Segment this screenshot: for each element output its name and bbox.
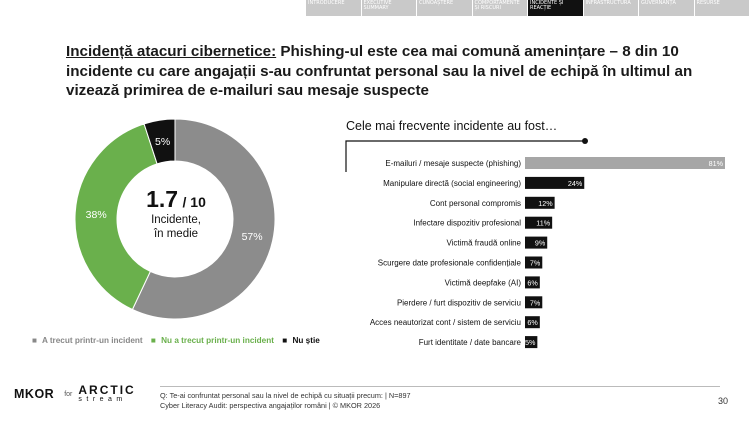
bar-category-label: Infectare dispozitiv profesional (413, 219, 521, 228)
nav-tab-introducere[interactable]: INTRODUCERE (306, 0, 362, 16)
footer-divider (160, 386, 720, 387)
bar-category-label: Pierdere / furt dispozitiv de serviciu (397, 298, 521, 307)
connector-line (345, 140, 585, 172)
donut-slice-label: 5% (155, 136, 170, 148)
bar-category-label: Manipulare directă (social engineering) (383, 179, 521, 188)
bar (525, 316, 540, 329)
page-title-key: Incidență atacuri cibernetice: (66, 43, 277, 60)
legend-marker-black-icon: ■ (282, 336, 288, 345)
nav-tab-comportamente[interactable]: COMPORTAMENTE ȘI RISCURI (472, 0, 528, 16)
bar-category-label: Victimă deepfake (AI) (445, 278, 522, 287)
bar-value-label: 12% (538, 199, 553, 208)
legend-marker-grey-icon: ■ (32, 336, 37, 345)
arctic-stream-logo: ARCTIC stream (78, 383, 136, 403)
bar (525, 336, 538, 349)
donut-slice-label: 38% (86, 209, 107, 221)
bar-category-label: Cont personal compromis (430, 199, 521, 208)
page-title-text: Phishing-ul este cea mai comună amenința… (66, 43, 693, 99)
footer-source: Cyber Literacy Audit: perspectiva angaja… (160, 401, 381, 410)
bar (525, 176, 585, 189)
arctic-logo-text: ARCTIC (78, 383, 136, 397)
page-number: 30 (718, 396, 729, 406)
footer-note: Q: Te-ai confruntat personal sau la nive… (160, 391, 411, 411)
bar (525, 196, 555, 209)
footer-question: Q: Te-ai confruntat personal sau la nive… (160, 391, 411, 400)
bar-value-label: 7% (530, 298, 541, 307)
bar (525, 157, 725, 169)
bar-category-label: Acces neautorizat cont / sistem de servi… (370, 318, 521, 327)
donut-center-label-line2: în medie (153, 227, 199, 240)
bar-value-label: 11% (536, 219, 550, 228)
logo-for-text: for (64, 390, 73, 398)
nav-tab-cunoastere[interactable]: CUNOAȘTERE (417, 0, 473, 16)
footer-logos: MKOR for ARCTIC stream (14, 383, 136, 403)
stream-logo-text: stream (78, 396, 127, 403)
donut-legend: ■ A trecut printr-un incident ■ Nu a tre… (32, 336, 326, 345)
legend-marker-green-icon: ■ (150, 336, 156, 345)
bar-category-label: Scurgere date profesionale confidențiale (378, 259, 522, 268)
nav-tab-resurse[interactable]: RESURSE (694, 0, 750, 16)
bar-category-label: Furt identitate / date bancare (419, 338, 522, 347)
bar (525, 256, 543, 269)
donut-center-suffix: / 10 (182, 194, 206, 210)
legend-item-dont-know: ■ Nu știe (282, 336, 323, 345)
page-title: Incidență atacuri cibernetice: Phishing-… (66, 42, 706, 101)
mkor-logo: MKOR (14, 387, 55, 401)
bar-chart-title: Cele mai frecvente incidente au fost… (346, 119, 558, 133)
bar-value-label: 6% (527, 318, 538, 327)
bar (525, 296, 543, 309)
nav-tab-infrastructura[interactable]: INFRASTRUCTURĂ (583, 0, 639, 16)
bar-value-label: 5% (525, 338, 536, 347)
bar-value-label: 81% (709, 159, 724, 168)
bar-value-label: 24% (568, 179, 583, 188)
connector-dot (582, 138, 588, 144)
legend-item-no-incident: ■ Nu a trecut printr-un incident (151, 336, 277, 345)
nav-tab-incidente[interactable]: INCIDENTE ȘI REACȚIE (528, 0, 584, 16)
donut-center-number: 1.7 (146, 186, 179, 212)
bar-category-label: Victimă fraudă online (446, 239, 521, 248)
bar (525, 236, 548, 249)
bar-value-label: 9% (535, 239, 546, 248)
nav-tab-executive-summary[interactable]: EXECUTIVE SUMMARY (361, 0, 417, 16)
top-nav: INTRODUCERE EXECUTIVE SUMMARY CUNOAȘTERE… (306, 0, 750, 16)
donut-center-value: 1.7 / 10 (126, 186, 226, 213)
bar-value-label: 7% (530, 259, 541, 268)
legend-label: A trecut printr-un incident (41, 336, 143, 345)
bar (525, 216, 553, 229)
donut-slice-label: 57% (242, 231, 263, 243)
nav-tab-guvernanta[interactable]: GUVERNANȚĂ (639, 0, 695, 16)
donut-center-label: Incidente, în medie (126, 214, 226, 241)
bar (525, 276, 540, 289)
bar-value-label: 6% (527, 278, 538, 287)
bar-category-label: E-mailuri / mesaje suspecte (phishing) (385, 159, 521, 168)
legend-label: Nu știe (292, 336, 320, 345)
donut-center-label-line1: Incidente, (151, 214, 201, 226)
legend-label: Nu a trecut printr-un incident (161, 336, 274, 345)
donut-slice (143, 118, 176, 165)
legend-item-incident: ■ A trecut printr-un incident (32, 336, 146, 345)
